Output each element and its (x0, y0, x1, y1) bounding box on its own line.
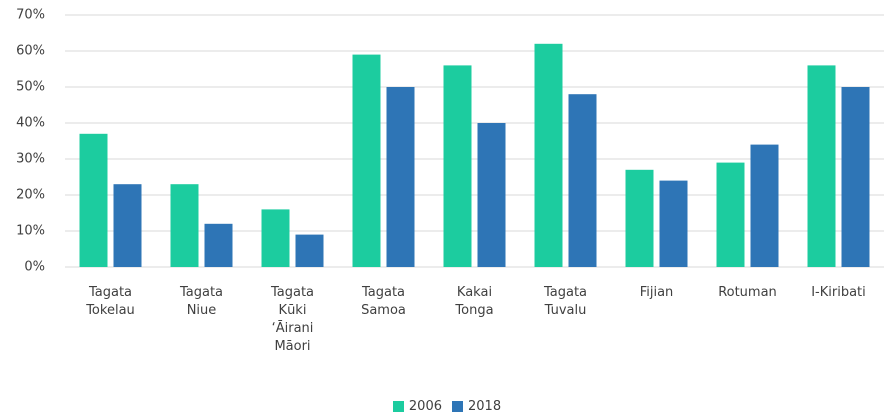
bar (659, 180, 688, 267)
bar (807, 65, 836, 268)
bar (79, 133, 108, 267)
legend: 2006 2018 (0, 399, 894, 414)
y-tick-label: 20% (16, 188, 45, 203)
legend-label: 2018 (468, 399, 502, 414)
bar (443, 65, 472, 268)
bar (750, 144, 779, 267)
bar (170, 184, 199, 267)
x-tick-label: Tagata Tokelau (86, 285, 135, 318)
bar (477, 123, 506, 267)
bar (568, 94, 597, 267)
x-tick-label: Rotuman (718, 285, 777, 300)
legend-item: 2006 (392, 399, 442, 414)
x-tick-label: Tagata Niue (179, 285, 224, 318)
bar (716, 162, 745, 267)
y-tick-label: 30% (16, 152, 45, 167)
bar (261, 209, 290, 267)
x-tick-label: Kakai Tonga (455, 285, 494, 318)
x-tick-label: Tagata Samoa (361, 285, 406, 318)
bar (204, 223, 233, 267)
bar (625, 169, 654, 267)
x-tick-label: Tagata Kūki ‘Āirani Māori (270, 285, 315, 354)
bar (295, 234, 324, 267)
legend-swatch (392, 401, 404, 412)
legend-label: 2006 (408, 399, 442, 414)
x-tick-label: Fijian (639, 285, 674, 300)
y-tick-label: 10% (16, 224, 45, 239)
bar (386, 87, 415, 267)
bar (352, 54, 381, 267)
y-tick-label: 50% (16, 80, 45, 95)
y-tick-label: 70% (16, 8, 45, 23)
x-tick-label: I-Kiribati (811, 285, 866, 300)
y-tick-label: 40% (16, 116, 45, 131)
bar (841, 87, 870, 267)
y-tick-label: 60% (16, 44, 45, 59)
bar (113, 184, 142, 267)
bar (534, 43, 563, 267)
legend-item: 2018 (452, 399, 501, 414)
legend-swatch (452, 401, 463, 412)
x-tick-label: Tagata Tuvalu (543, 285, 588, 318)
y-tick-label: 0% (24, 260, 45, 275)
